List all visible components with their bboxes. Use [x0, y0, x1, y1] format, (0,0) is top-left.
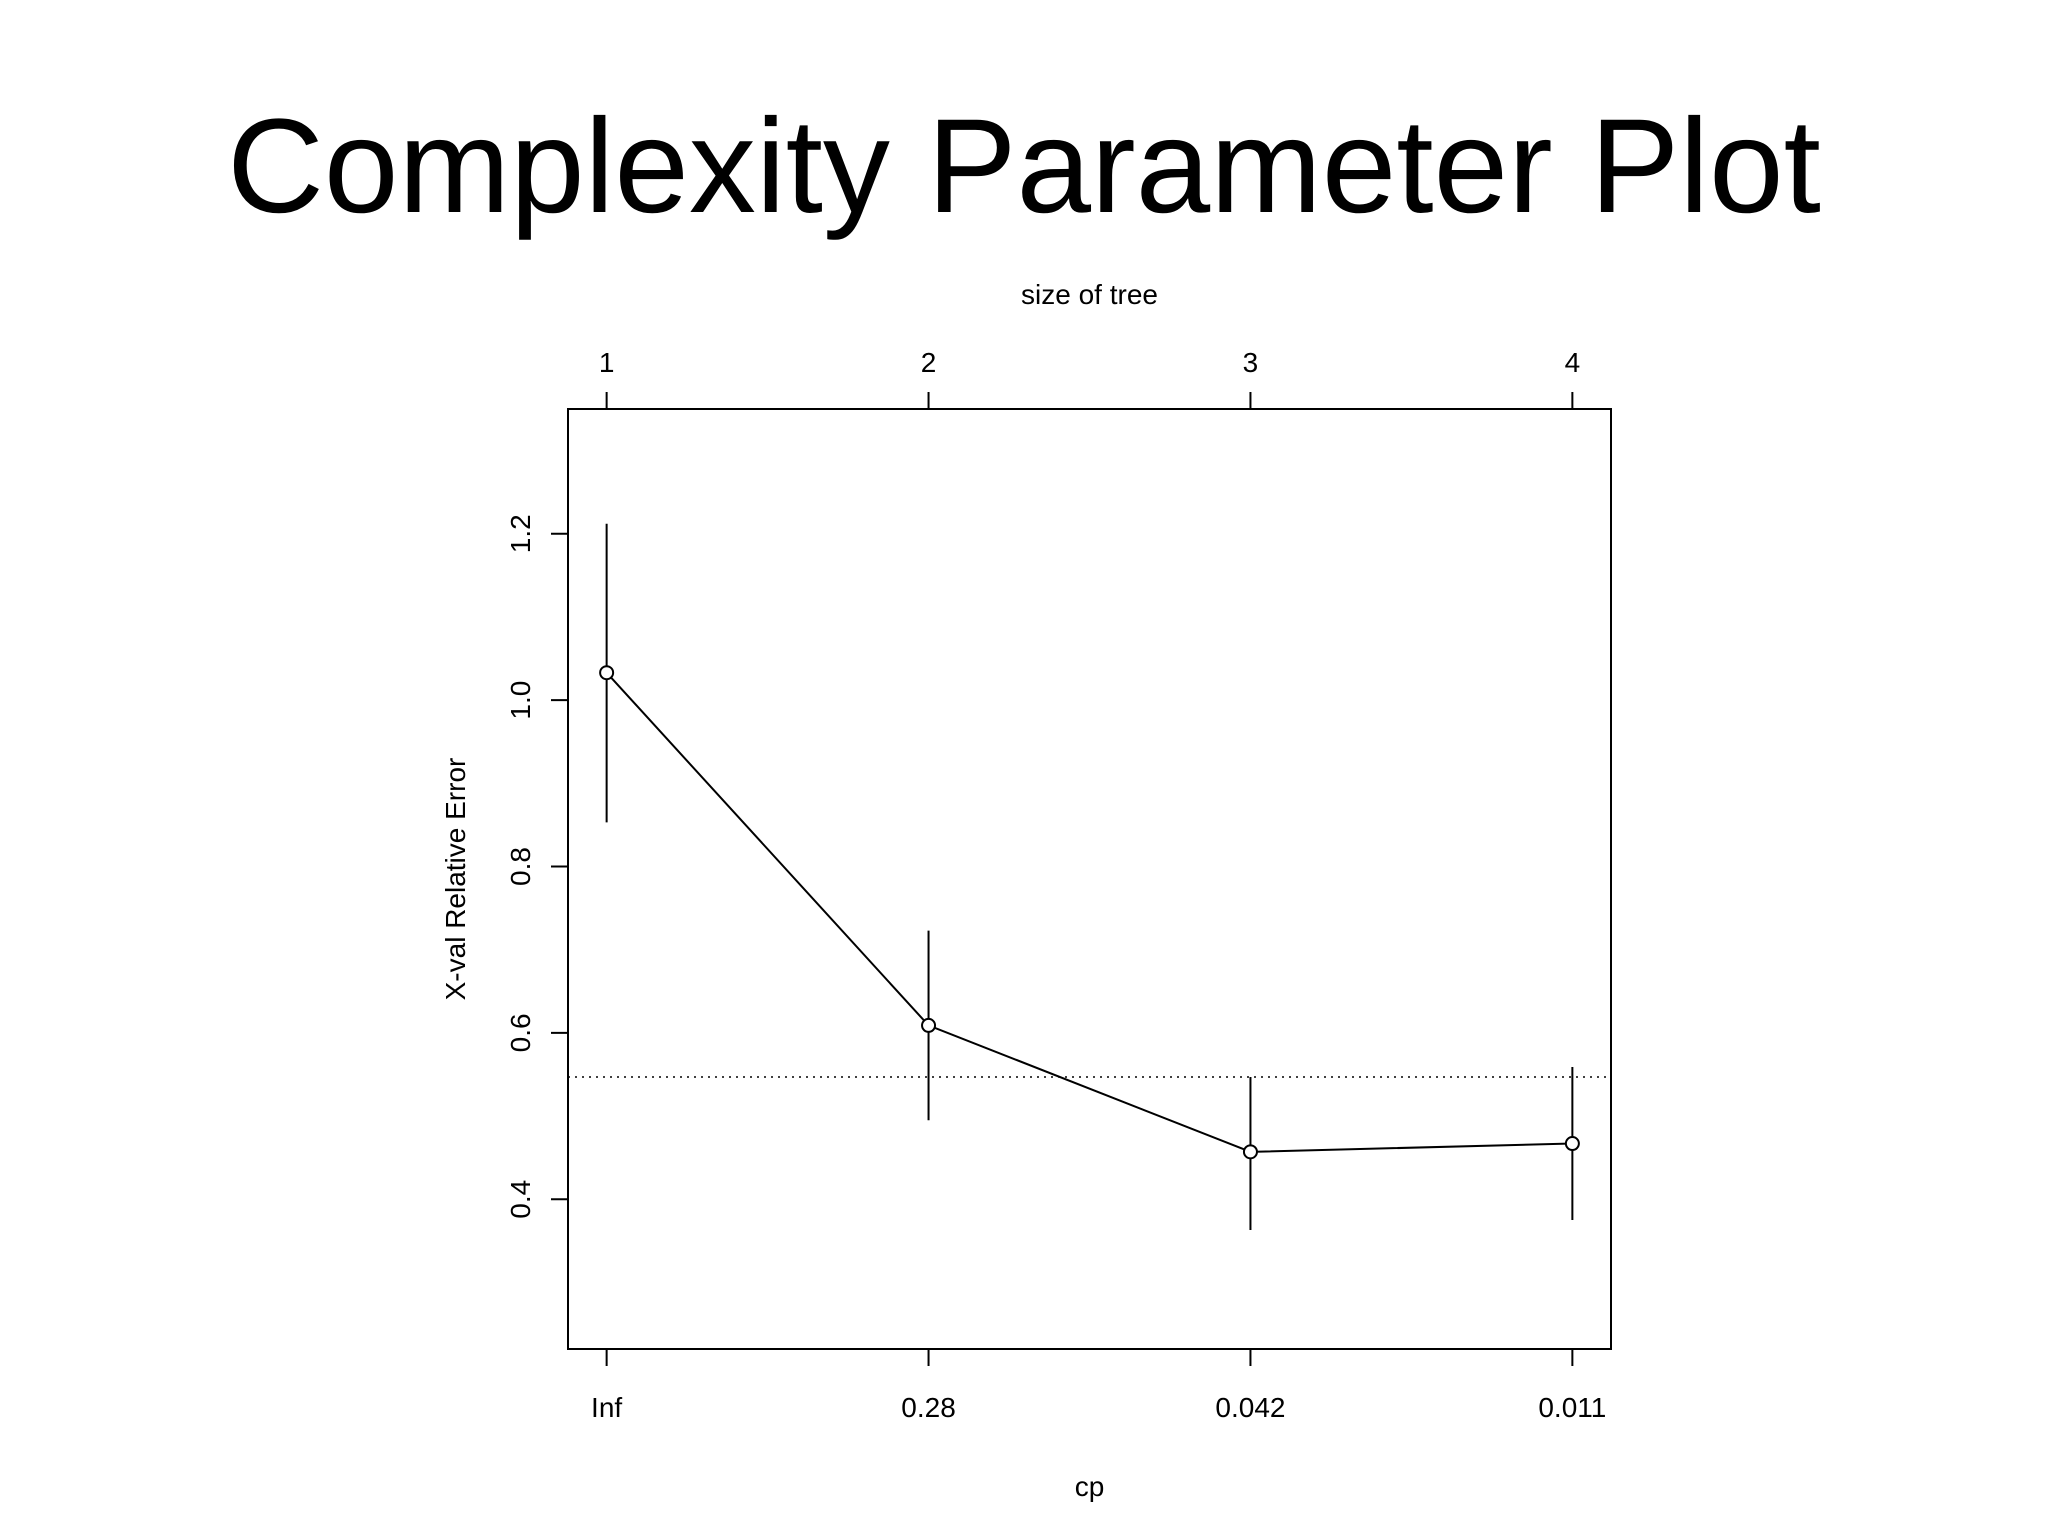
label-layer: Inf 1 0.28 2 0.042 3 0.011 4 0.4 0.6 0.8 1.0 1.2 cp si…: [440, 279, 1606, 1502]
page-title: Complexity Parameter Plot: [227, 92, 1821, 241]
top-x-tick-label: 1: [599, 347, 615, 378]
plot-frame: [567, 408, 1612, 1350]
top-x-tick-label: 4: [1565, 347, 1581, 378]
axis-layer: [551, 392, 1574, 1366]
y-tick-label: 0.4: [505, 1180, 536, 1219]
top-x-tick-label: 3: [1243, 347, 1259, 378]
y-axis-title: X-val Relative Error: [440, 758, 471, 1001]
plot-frame-layer: [567, 408, 1612, 1350]
y-tick-label: 0.8: [505, 847, 536, 886]
data-point: [1242, 1144, 1258, 1160]
top-x-tick-label: 2: [921, 347, 937, 378]
data-point: [599, 665, 615, 681]
top-x-axis-title: size of tree: [1021, 279, 1158, 310]
series-layer: [599, 665, 1580, 1160]
x-tick-label: 0.011: [1538, 1392, 1606, 1423]
data-point: [921, 1017, 937, 1033]
x-axis-title: cp: [1075, 1471, 1105, 1502]
y-tick-label: 0.6: [505, 1013, 536, 1052]
error-bar-layer: [605, 523, 1574, 1231]
y-tick-label: 1.2: [505, 514, 536, 553]
data-point: [1564, 1136, 1580, 1152]
x-tick-label: 0.042: [1215, 1392, 1285, 1423]
y-tick-label: 1.0: [505, 681, 536, 720]
x-tick-label: Inf: [591, 1392, 622, 1423]
x-tick-label: 0.28: [901, 1392, 956, 1423]
series-line: [605, 672, 1573, 1153]
